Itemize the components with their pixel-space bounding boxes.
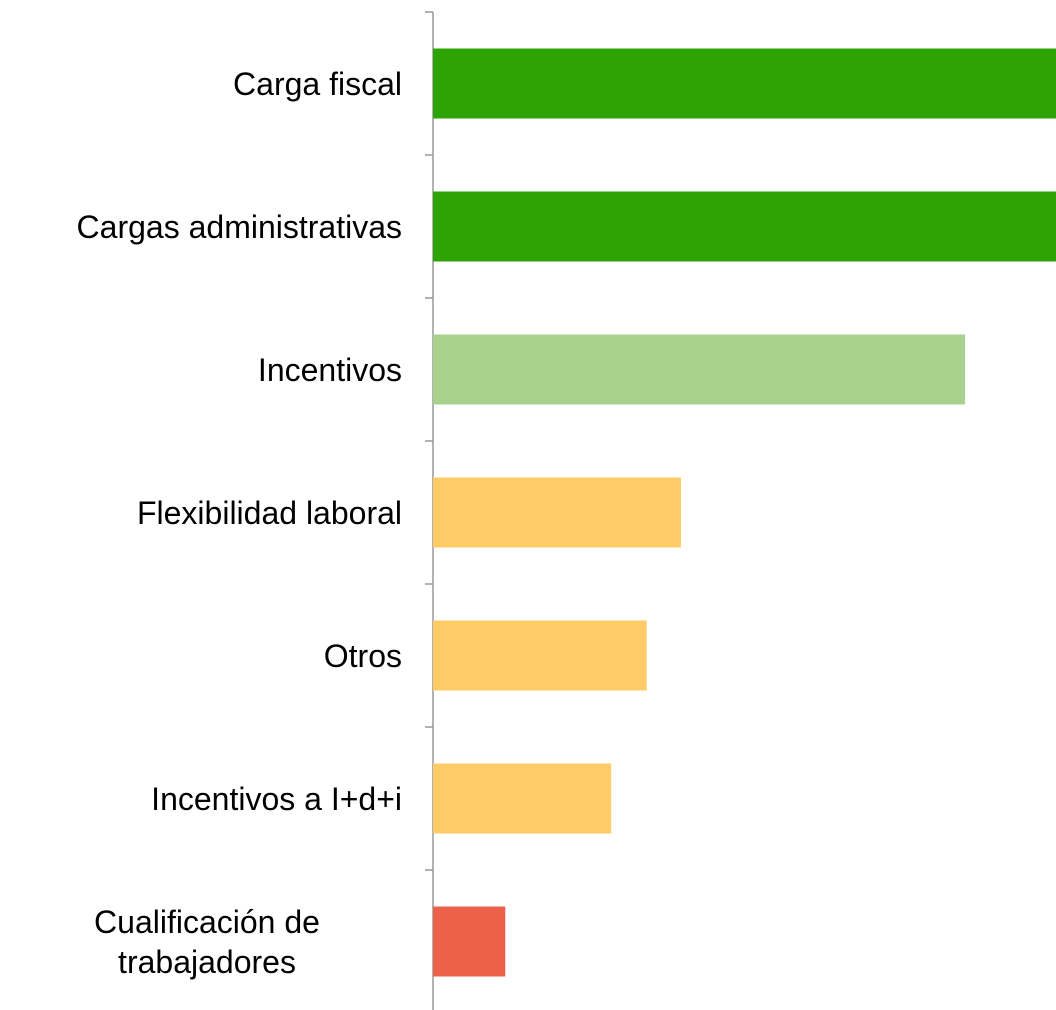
category-label: Cargas administrativas bbox=[76, 208, 402, 245]
category-label-box: Cualificación de trabajadores bbox=[0, 870, 402, 1010]
category-label-box: Flexibilidad laboral bbox=[0, 441, 402, 584]
bar bbox=[433, 763, 612, 834]
bar bbox=[433, 477, 681, 548]
bar bbox=[433, 906, 506, 977]
category-label-box: Carga fiscal bbox=[0, 12, 402, 155]
category-label-box: Cargas administrativas bbox=[0, 155, 402, 298]
bar bbox=[433, 620, 647, 691]
category-label-box: Incentivos a I+d+i bbox=[0, 727, 402, 870]
bar bbox=[433, 48, 1056, 119]
category-label-box: Otros bbox=[0, 584, 402, 727]
bar bbox=[433, 334, 966, 405]
category-label: Otros bbox=[323, 637, 402, 674]
bar bbox=[433, 191, 1056, 262]
category-label: Flexibilidad laboral bbox=[136, 494, 402, 531]
category-label-box: Incentivos bbox=[0, 298, 402, 441]
category-label: Cualificación de trabajadores bbox=[94, 903, 320, 980]
category-label: Incentivos bbox=[257, 351, 402, 388]
category-label: Carga fiscal bbox=[233, 65, 402, 102]
category-label: Incentivos a I+d+i bbox=[151, 780, 402, 817]
